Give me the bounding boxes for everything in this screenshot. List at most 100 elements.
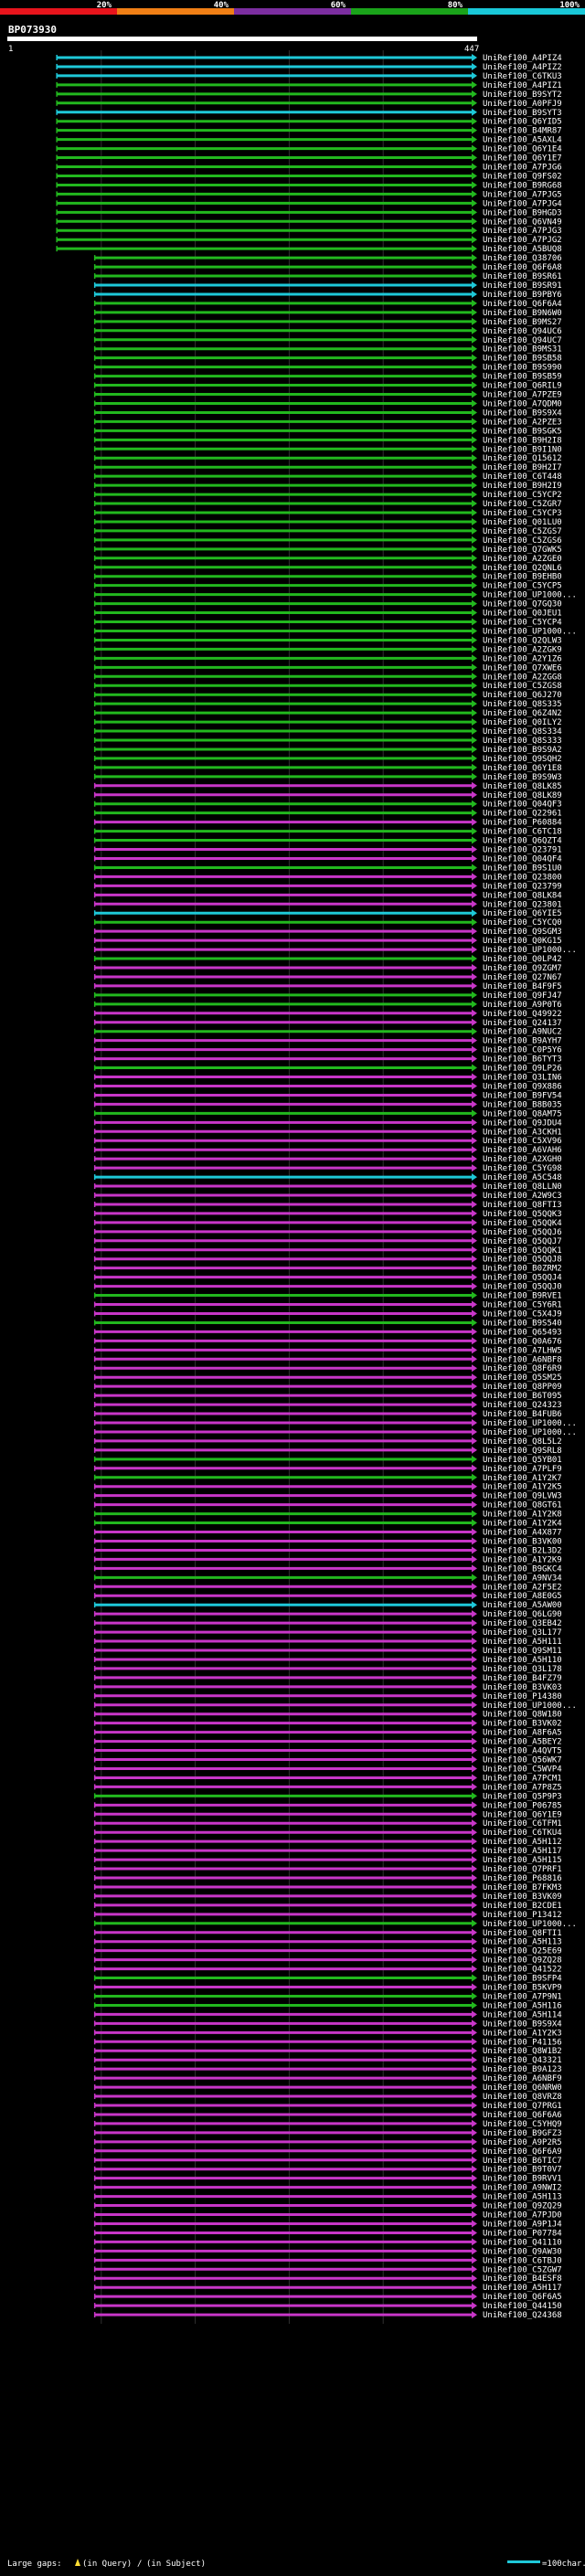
hit-row[interactable]: UniRef100_C5YCQ0 [93,918,562,928]
hit-label[interactable]: UniRef100_Q8LK84 [483,891,562,900]
hit-label[interactable]: UniRef100_UP1000... [483,591,577,600]
hit-row[interactable]: UniRef100_A1Y2K3 [93,2029,562,2038]
hit-label[interactable]: UniRef100_A2W9C3 [483,1192,562,1201]
hit-row[interactable]: UniRef100_Q0ILY2 [93,718,562,727]
hit-row[interactable]: UniRef100_A2XGH0 [93,1155,562,1164]
hit-row[interactable]: UniRef100_P60884 [93,818,562,828]
hit-row[interactable]: UniRef100_Q7GQ30 [93,599,562,610]
hit-row[interactable]: UniRef100_B9SYT3 [56,108,562,118]
hit-row[interactable]: UniRef100_Q8S335 [93,700,562,709]
hit-row[interactable]: UniRef100_C6T448 [93,472,562,482]
hit-row[interactable]: UniRef100_Q6NRW0 [93,2083,562,2093]
hit-label[interactable]: UniRef100_B9S9X4 [483,2019,562,2029]
hit-label[interactable]: UniRef100_Q6LG90 [483,1610,562,1619]
hit-row[interactable]: UniRef100_Q9FS02 [56,172,562,181]
hit-label[interactable]: UniRef100_Q8FTI3 [483,1201,562,1210]
hit-row[interactable]: UniRef100_C5YG98 [93,1164,562,1173]
hit-label[interactable]: UniRef100_B9RVE1 [483,1292,562,1301]
hit-row[interactable]: UniRef100_B9SB58 [93,354,562,364]
hit-row[interactable]: UniRef100_A5H115 [93,1856,562,1865]
hit-row[interactable]: UniRef100_C5YCP5 [93,581,562,591]
hit-row[interactable]: UniRef100_Q6F6A9 [93,2147,562,2157]
hit-label[interactable]: UniRef100_Q8AM75 [483,1109,562,1118]
hit-label[interactable]: UniRef100_B6TIC7 [483,2157,562,2166]
hit-label[interactable]: UniRef100_Q8GT61 [483,1501,562,1511]
hit-row[interactable]: UniRef100_Q41110 [93,2238,562,2247]
hit-label[interactable]: UniRef100_Q23791 [483,846,562,855]
hit-label[interactable]: UniRef100_UP1000... [483,1419,577,1428]
hit-row[interactable]: UniRef100_A5H110 [93,1655,562,1665]
hit-label[interactable]: UniRef100_A5C548 [483,1173,562,1182]
hit-label[interactable]: UniRef100_B9S540 [483,1319,562,1328]
hit-row[interactable]: UniRef100_Q23799 [93,882,562,891]
hit-label[interactable]: UniRef100_Q23800 [483,873,562,882]
hit-row[interactable]: UniRef100_Q25E69 [93,1946,562,1956]
hit-label[interactable]: UniRef100_C5XV96 [483,1137,562,1146]
hit-label[interactable]: UniRef100_B9GKC4 [483,1564,562,1574]
hit-label[interactable]: UniRef100_Q8W180 [483,1711,562,1720]
hit-label[interactable]: UniRef100_A7LHW5 [483,1346,562,1355]
hit-label[interactable]: UniRef100_C5YCP4 [483,619,562,628]
hit-label[interactable]: UniRef100_A7PJG3 [483,227,562,236]
hit-row[interactable]: UniRef100_C5WVP4 [93,1765,562,1774]
hit-label[interactable]: UniRef100_Q56WK7 [483,1756,562,1765]
hit-label[interactable]: UniRef100_B6T095 [483,1392,562,1401]
hit-row[interactable]: UniRef100_Q8W180 [93,1710,562,1720]
hit-row[interactable]: UniRef100_A1Y2K4 [93,1519,562,1529]
hit-row[interactable]: UniRef100_C5XV96 [93,1137,562,1146]
hit-label[interactable]: UniRef100_B2CDE1 [483,1902,562,1911]
hit-label[interactable]: UniRef100_Q6YID5 [483,118,562,127]
hit-label[interactable]: UniRef100_C6TC18 [483,828,562,837]
hit-label[interactable]: UniRef100_A4PIZ2 [483,63,562,72]
hit-label[interactable]: UniRef100_Q3LIN6 [483,1074,562,1083]
hit-label[interactable]: UniRef100_Q22961 [483,810,562,819]
hit-row[interactable]: UniRef100_C5ZGS8 [93,682,562,691]
hit-label[interactable]: UniRef100_Q27N67 [483,973,562,982]
hit-label[interactable]: UniRef100_A1Y2K3 [483,2029,562,2038]
hit-label[interactable]: UniRef100_B9SGK5 [483,427,562,436]
hit-row[interactable]: UniRef100_Q6Y1E9 [93,1810,562,1819]
hit-row[interactable]: UniRef100_Q2QNL6 [93,563,562,573]
hit-label[interactable]: UniRef100_B3VK09 [483,1892,562,1902]
hit-label[interactable]: UniRef100_B9SR61 [483,272,562,281]
hit-label[interactable]: UniRef100_Q6NRW0 [483,2083,562,2093]
hit-label[interactable]: UniRef100_Q04QF3 [483,800,562,810]
hit-label[interactable]: UniRef100_A5H111 [483,1638,562,1647]
hit-label[interactable]: UniRef100_A9P1J4 [483,2220,562,2229]
hit-label[interactable]: UniRef100_C6TFM1 [483,1819,562,1829]
hit-label[interactable]: UniRef100_B9SYT3 [483,109,562,118]
hit-label[interactable]: UniRef100_A2PZE3 [483,418,562,427]
hit-label[interactable]: UniRef100_P06785 [483,1801,562,1810]
hit-row[interactable]: UniRef100_Q23791 [93,845,562,855]
hit-label[interactable]: UniRef100_A6NBF8 [483,1355,562,1364]
hit-row[interactable]: UniRef100_Q7GWK5 [93,545,562,555]
hit-row[interactable]: UniRef100_A7PJG3 [56,227,562,236]
hit-label[interactable]: UniRef100_A7PJG2 [483,236,562,245]
hit-row[interactable]: UniRef100_C6TKU4 [93,1829,562,1838]
hit-label[interactable]: UniRef100_C5ZGS6 [483,536,562,546]
hit-row[interactable]: UniRef100_C6TKU3 [56,71,562,81]
hit-label[interactable]: UniRef100_Q9SRL8 [483,1447,562,1456]
hit-row[interactable]: UniRef100_Q8FTI3 [93,1200,562,1210]
hit-label[interactable]: UniRef100_A5BEY2 [483,1738,562,1747]
hit-row[interactable]: UniRef100_Q8LLN0 [93,1182,562,1192]
hit-label[interactable]: UniRef100_Q94UC6 [483,327,562,336]
hit-label[interactable]: UniRef100_B8B035 [483,1100,562,1109]
hit-label[interactable]: UniRef100_Q9ZQ28 [483,1956,562,1966]
hit-label[interactable]: UniRef100_B3VK00 [483,1537,562,1546]
hit-label[interactable]: UniRef100_A8E0G5 [483,1592,562,1601]
hit-row[interactable]: UniRef100_B3VK00 [93,1537,562,1546]
hit-label[interactable]: UniRef100_Q8S334 [483,727,562,737]
hit-row[interactable]: UniRef100_Q7XWE6 [93,663,562,673]
hit-row[interactable]: UniRef100_Q9ZQ29 [93,2201,562,2211]
hit-label[interactable]: UniRef100_Q9FS02 [483,172,562,181]
hit-label[interactable]: UniRef100_Q6RIL9 [483,382,562,391]
hit-row[interactable]: UniRef100_B9SFP4 [93,1974,562,1984]
hit-label[interactable]: UniRef100_A9P2R5 [483,2138,562,2147]
hit-row[interactable]: UniRef100_Q9AW30 [93,2247,562,2256]
hit-row[interactable]: UniRef100_Q8W1B2 [93,2047,562,2056]
hit-label[interactable]: UniRef100_A1Y2K8 [483,1511,562,1520]
hit-row[interactable]: UniRef100_B2L3D2 [93,1546,562,1555]
hit-label[interactable]: UniRef100_Q5QQK1 [483,1246,562,1256]
hit-row[interactable]: UniRef100_A5H116 [93,2001,562,2010]
